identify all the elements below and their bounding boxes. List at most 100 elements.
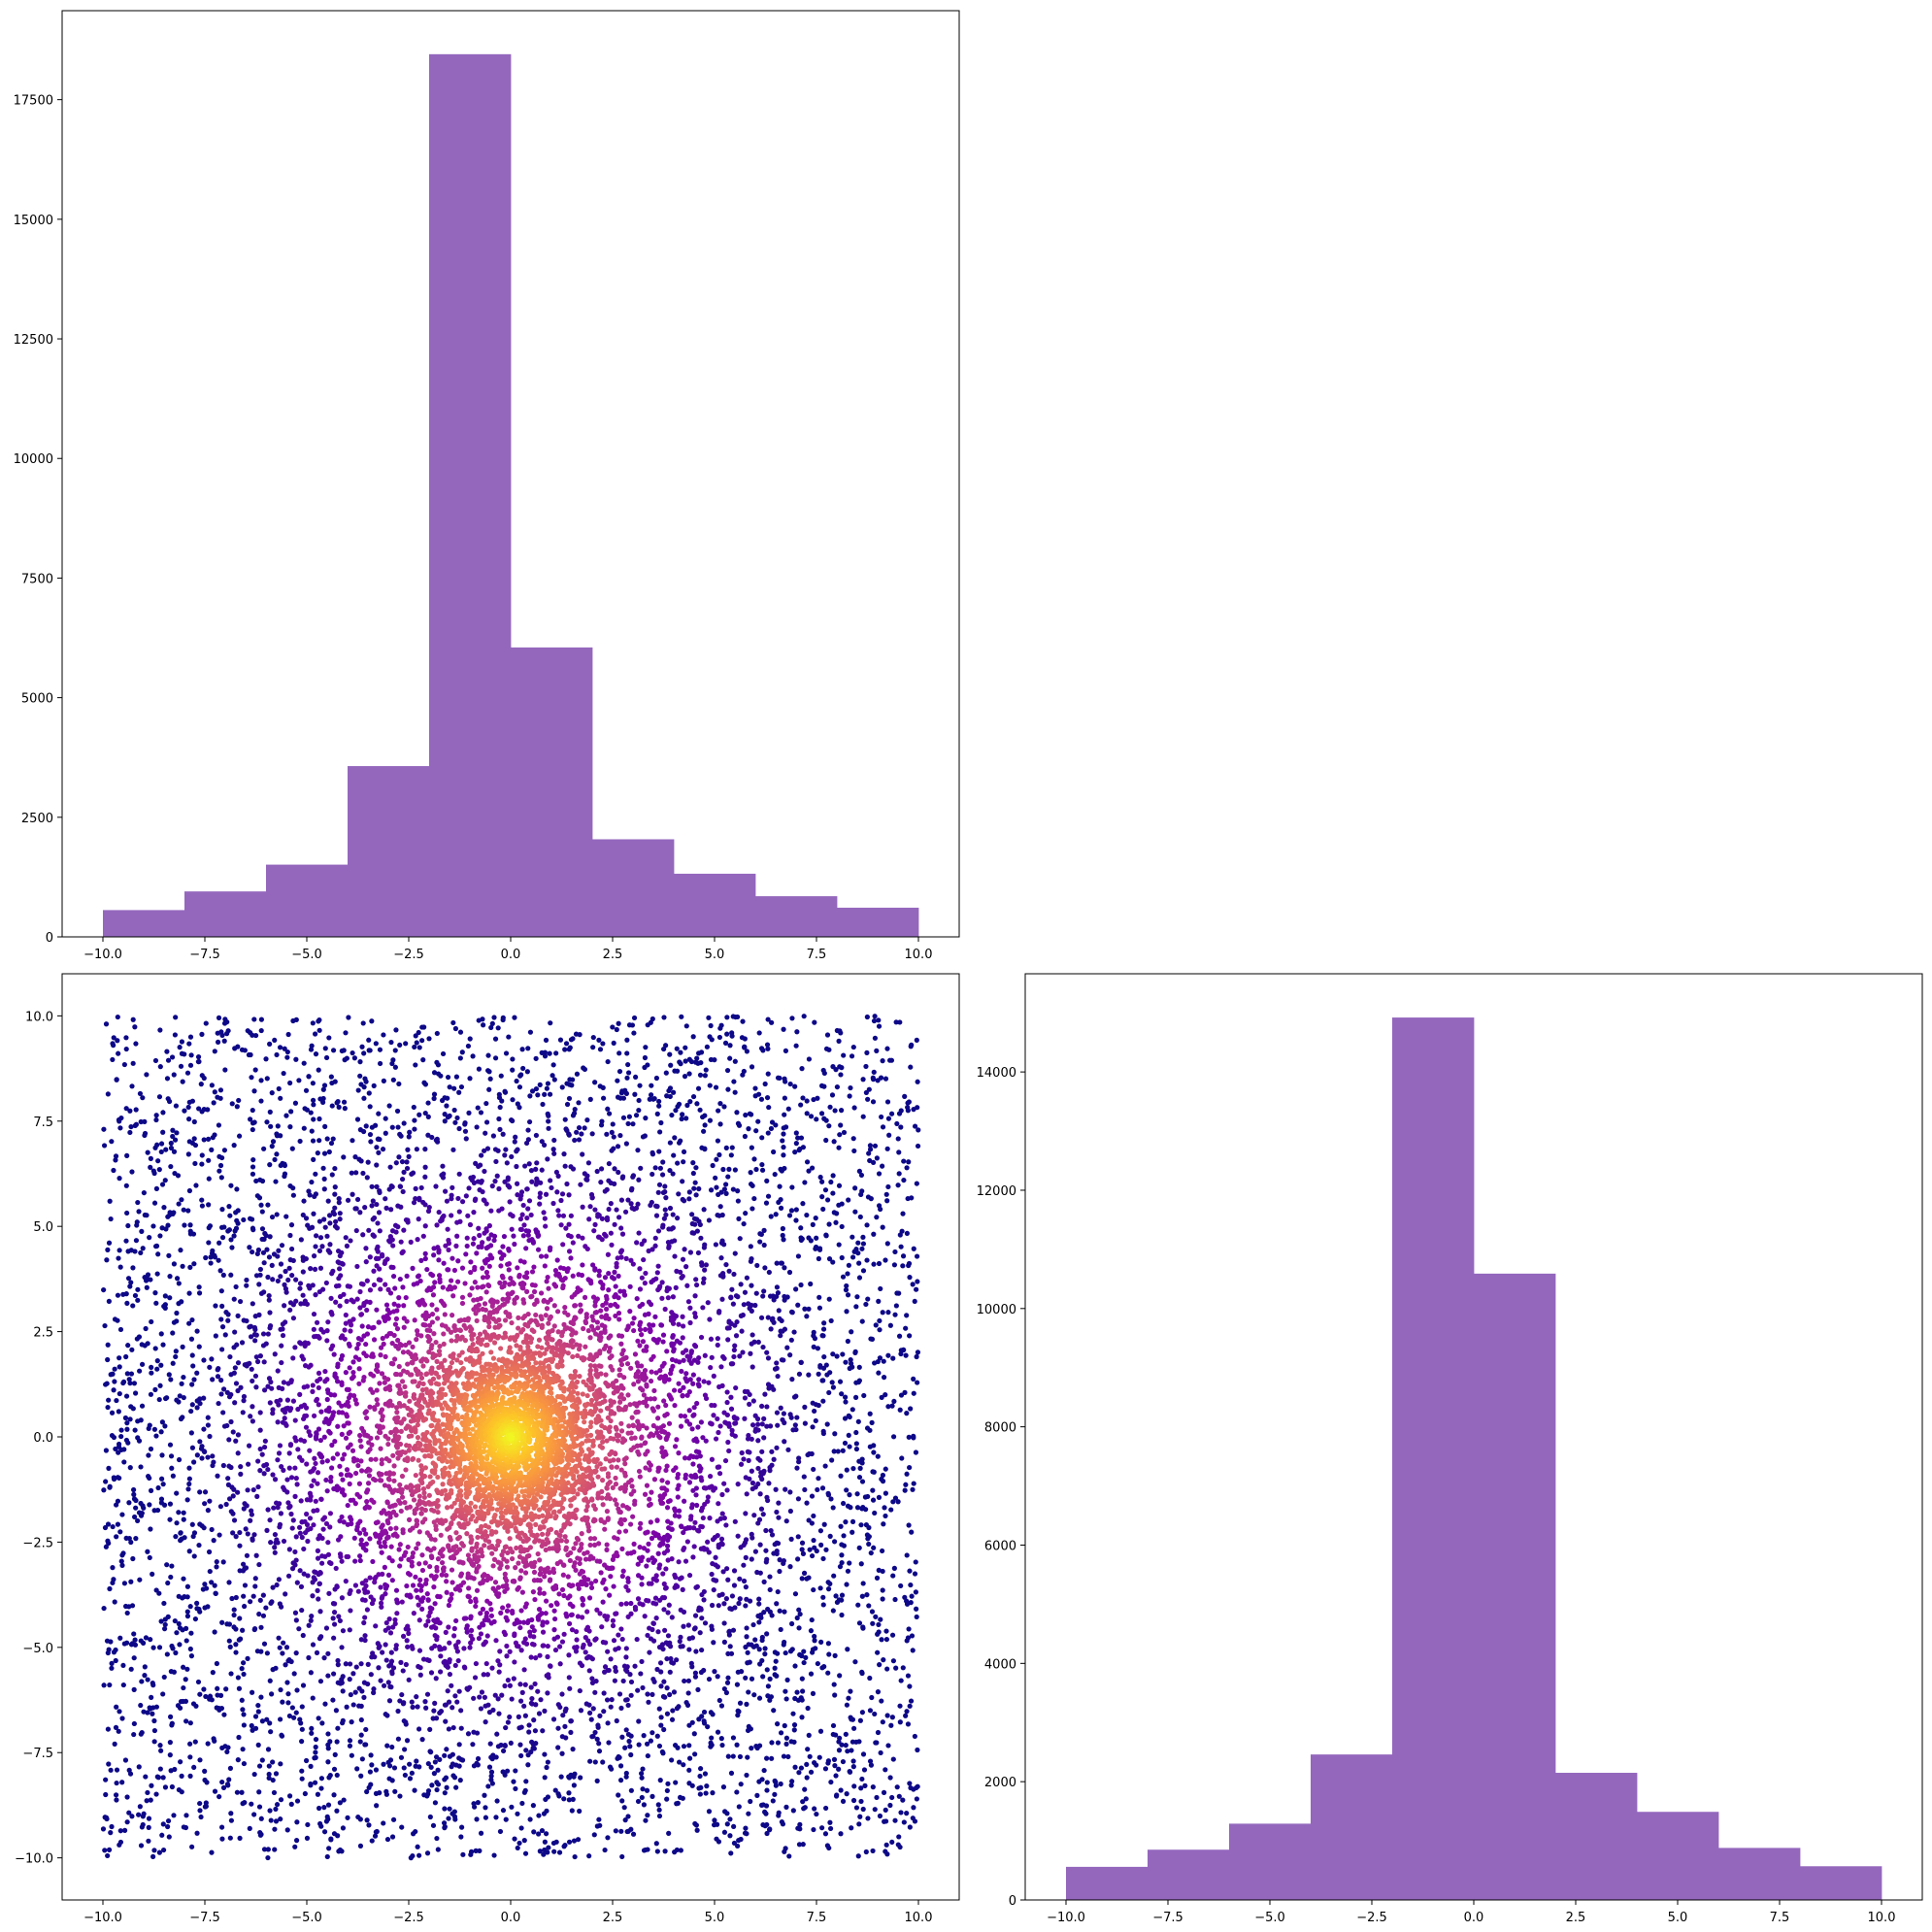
scatter-point — [721, 1829, 728, 1835]
scatter-point — [850, 1764, 856, 1770]
scatter-point — [374, 1828, 380, 1835]
scatter-point — [795, 1556, 801, 1562]
scatter-point — [795, 1135, 801, 1141]
scatter-point — [776, 1308, 782, 1314]
scatter-point — [374, 1201, 380, 1208]
scatter-point — [852, 1185, 858, 1191]
scatter-point — [171, 1669, 177, 1675]
scatter-point — [407, 1129, 413, 1135]
scatter-point — [723, 1145, 729, 1150]
scatter-point — [428, 1670, 435, 1676]
scatter-point — [350, 1138, 355, 1144]
scatter-point — [288, 1406, 294, 1412]
scatter-point — [323, 1054, 330, 1061]
scatter-point — [830, 1173, 836, 1179]
scatter-point — [831, 1139, 837, 1145]
scatter-point — [868, 1549, 874, 1556]
scatter-point — [494, 1731, 500, 1737]
scatter-point — [231, 1233, 237, 1239]
scatter-point — [293, 1534, 299, 1540]
scatter-point — [771, 1297, 777, 1303]
scatter-point — [157, 1743, 163, 1749]
scatter-point — [843, 1519, 849, 1525]
scatter-point — [170, 1330, 176, 1336]
scatter-point — [830, 1384, 837, 1390]
scatter-point — [316, 1248, 323, 1254]
scatter-point — [765, 1315, 771, 1320]
scatter-point — [174, 1318, 180, 1324]
scatter-point — [118, 1433, 124, 1440]
scatter-point — [241, 1722, 247, 1728]
scatter-point — [610, 1121, 616, 1127]
scatter-point — [131, 1631, 137, 1637]
scatter-point — [189, 1445, 196, 1450]
scatter-point — [789, 1016, 795, 1021]
scatter-point — [816, 1476, 821, 1482]
scatter-point — [310, 1593, 316, 1599]
scatter-point — [184, 1594, 190, 1600]
scatter-point — [664, 1287, 670, 1294]
scatter-point — [284, 1827, 290, 1833]
scatter-point — [156, 1094, 163, 1100]
scatter-point — [807, 1753, 813, 1759]
scatter-point — [120, 1550, 126, 1556]
scatter-point — [676, 1704, 682, 1710]
scatter-point — [737, 1353, 743, 1359]
scatter-point — [456, 1755, 462, 1761]
scatter-point — [645, 1752, 650, 1759]
scatter-point — [890, 1434, 897, 1440]
scatter-point — [812, 1760, 817, 1766]
scatter-point — [415, 1704, 420, 1710]
scatter-point — [218, 1824, 225, 1830]
scatter-point — [626, 1114, 632, 1119]
scatter-point — [853, 1805, 860, 1811]
scatter-point — [294, 1580, 300, 1585]
scatter-point — [619, 1734, 625, 1740]
scatter-point — [415, 1237, 420, 1243]
scatter-point — [458, 1834, 464, 1840]
scatter-point — [155, 1158, 161, 1164]
scatter-point — [188, 1630, 194, 1636]
scatter-point — [778, 1328, 783, 1334]
scatter-point — [914, 1606, 919, 1612]
scatter-point — [687, 1249, 694, 1255]
scatter-point — [263, 1605, 269, 1611]
scatter-point — [696, 1050, 702, 1056]
scatter-point — [440, 1175, 447, 1181]
scatter-point — [449, 1682, 454, 1688]
scatter-point — [716, 1697, 722, 1704]
scatter-point — [909, 1633, 916, 1639]
scatter-point — [822, 1766, 829, 1772]
scatter-point — [597, 1047, 604, 1052]
scatter-point — [544, 1764, 550, 1771]
scatter-point — [566, 1797, 572, 1803]
scatter-point — [778, 1730, 784, 1736]
scatter-point — [120, 1379, 127, 1384]
scatter-point — [317, 1609, 323, 1615]
scatter-point — [831, 1756, 838, 1762]
scatter-point — [851, 1725, 857, 1731]
scatter-point — [578, 1708, 584, 1714]
scatter-point — [123, 1238, 129, 1244]
scatter-point — [775, 1422, 781, 1428]
scatter-point — [875, 1631, 881, 1637]
scatter-point — [231, 1612, 237, 1618]
scatter-point — [427, 1814, 433, 1820]
scatter-point — [754, 1262, 760, 1269]
scatter-point — [126, 1500, 132, 1506]
scatter-point — [902, 1093, 908, 1099]
scatter-point — [585, 1160, 592, 1166]
scatter-point — [143, 1635, 150, 1641]
scatter-point — [829, 1457, 835, 1463]
scatter-point — [302, 1790, 308, 1797]
scatter-point — [715, 1212, 720, 1218]
scatter-point — [718, 1735, 724, 1742]
scatter-point — [721, 1601, 727, 1607]
scatter-point — [283, 1591, 288, 1597]
scatter-point — [117, 1326, 124, 1333]
scatter-point — [849, 1407, 855, 1413]
scatter-point — [523, 1140, 530, 1147]
scatter-point — [522, 1713, 528, 1718]
scatter-point — [233, 1649, 239, 1655]
scatter-point — [102, 1322, 108, 1329]
